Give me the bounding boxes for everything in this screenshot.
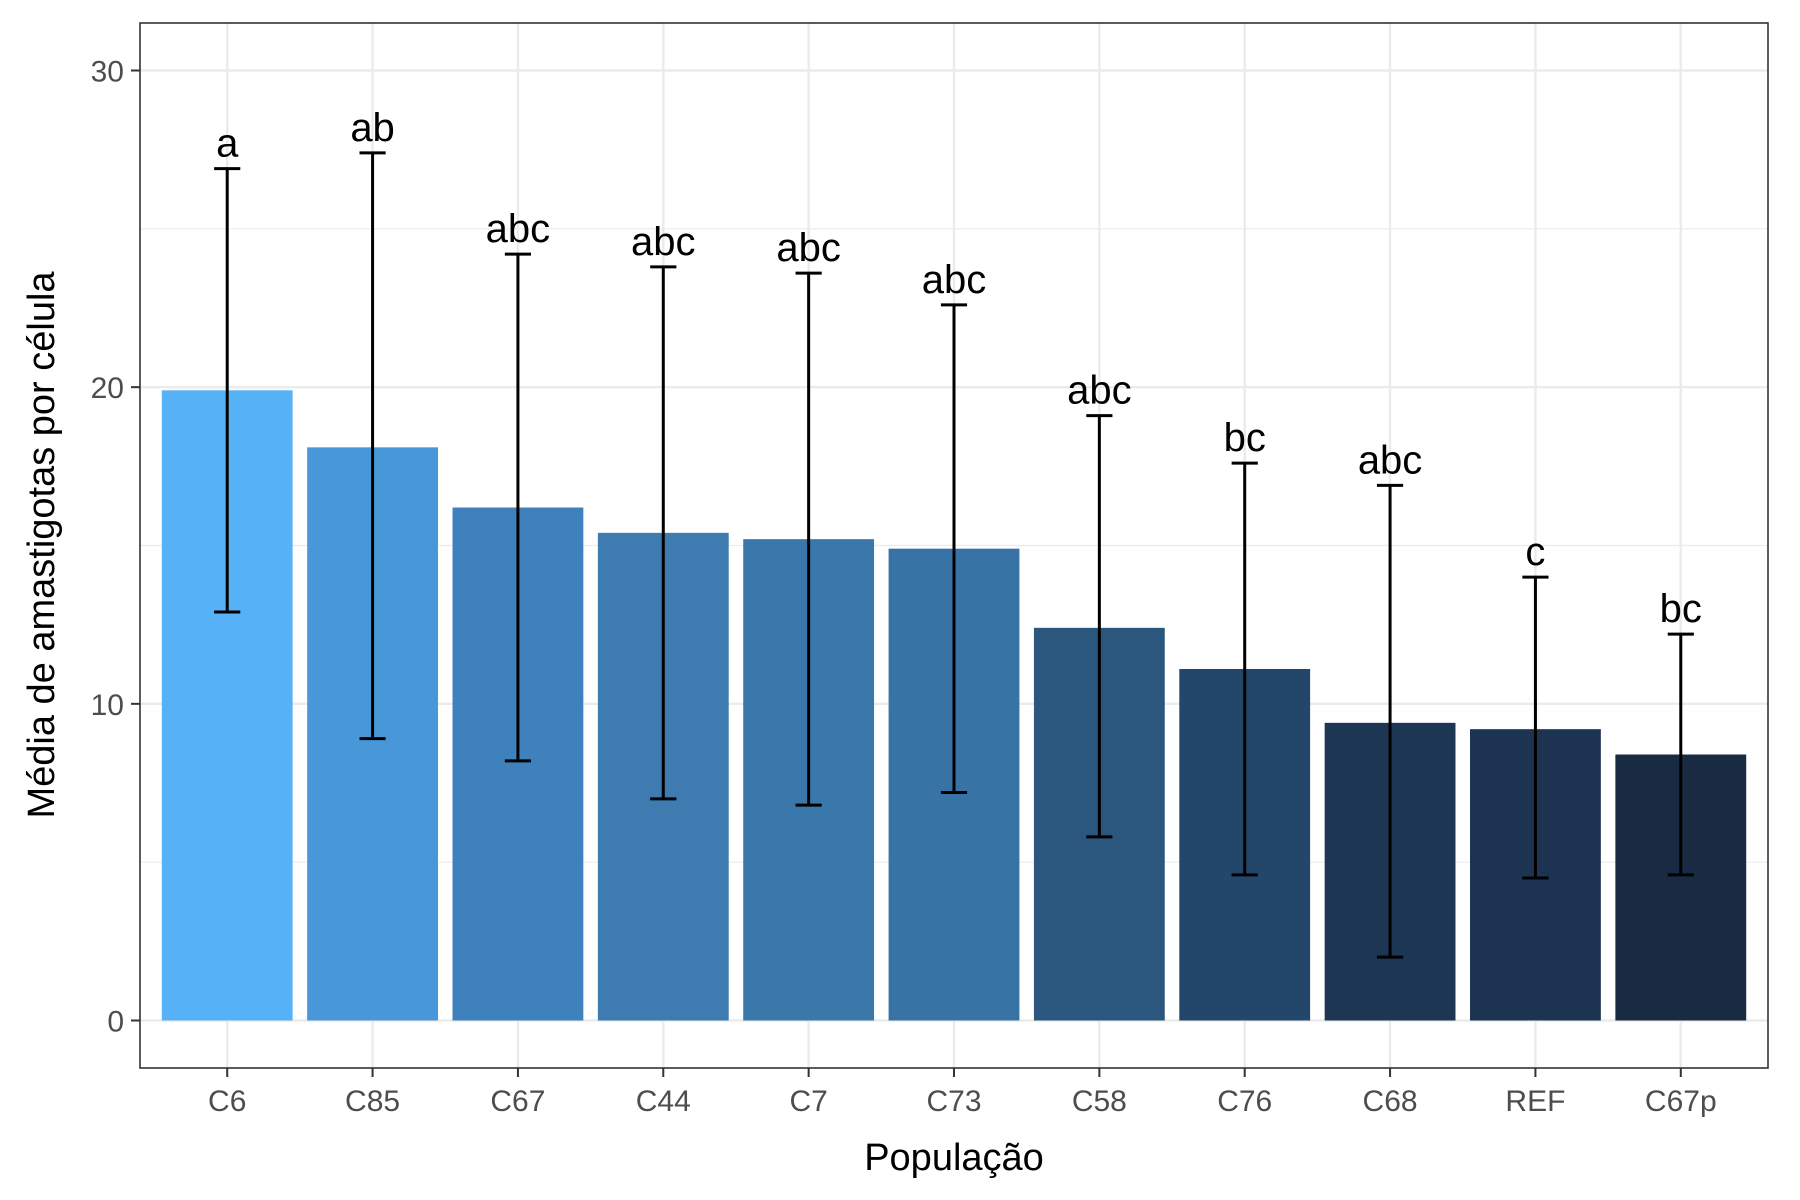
- y-axis-title: Média de amastigotas por célula: [21, 271, 63, 819]
- y-tick-label: 20: [91, 372, 124, 405]
- x-tick-label: C44: [636, 1085, 691, 1118]
- x-tick-label: C76: [1217, 1085, 1272, 1118]
- x-tick-label: C68: [1363, 1085, 1418, 1118]
- significance-label: abc: [486, 207, 551, 251]
- significance-label: abc: [1358, 438, 1423, 482]
- x-tick-label: C6: [208, 1085, 246, 1118]
- x-tick-label: C67p: [1645, 1085, 1717, 1118]
- error-bars: [214, 151, 1694, 959]
- x-tick-label: C85: [345, 1085, 400, 1118]
- y-tick-label: 0: [107, 1006, 124, 1039]
- significance-label: abc: [776, 226, 841, 270]
- significance-label: abc: [922, 258, 987, 302]
- y-tick-label: 10: [91, 689, 124, 722]
- bars: [161, 390, 1747, 1021]
- significance-label: ab: [350, 106, 395, 150]
- significance-label: c: [1525, 530, 1545, 574]
- significance-label: bc: [1224, 416, 1266, 460]
- significance-label: abc: [1067, 369, 1132, 413]
- x-axis: C6 C85 C67 C44 C7 C73 C58 C76 C68 REF C67p: [208, 1068, 1717, 1118]
- significance-label: abc: [631, 220, 696, 264]
- y-tick-label: 30: [91, 56, 124, 89]
- x-tick-label: C7: [789, 1085, 827, 1118]
- y-axis: 0 10 20 30: [91, 56, 140, 1039]
- x-tick-label: C73: [926, 1085, 981, 1118]
- significance-labels: a ab abc abc abc abc abc bc abc c bc: [216, 106, 1702, 631]
- x-tick-label: REF: [1505, 1085, 1565, 1118]
- x-tick-label: C58: [1072, 1085, 1127, 1118]
- x-tick-label: C67: [490, 1085, 545, 1118]
- significance-label: a: [216, 122, 239, 166]
- significance-label: bc: [1660, 587, 1702, 631]
- x-axis-title: População: [864, 1137, 1044, 1179]
